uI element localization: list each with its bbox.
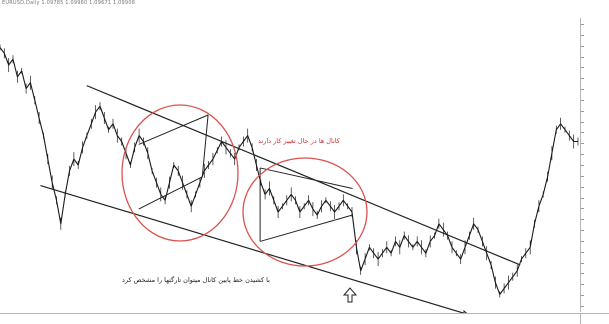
price-axis-tick-mark	[581, 111, 584, 112]
price-axis-tick-mark	[581, 89, 584, 90]
price-axis-tick-mark	[581, 24, 584, 25]
channel-1-lower-line	[138, 176, 203, 210]
price-axis-tick-mark	[581, 176, 584, 177]
annotation-upper-note: کانال ها در حال تغییر کار دارند	[258, 137, 340, 145]
price-axis-tick-mark	[581, 241, 584, 242]
price-axis-tick-mark	[581, 230, 584, 231]
chart-header-text: EURUSD,Daily 1.09785 1.09960 1.09671 1.0…	[2, 0, 136, 6]
annotation-lower-note: با کشیدن خط پایین کانال میتوان تارگتها ر…	[122, 276, 270, 284]
price-axis-tick-mark	[581, 78, 584, 79]
price-axis-tick-mark	[581, 252, 584, 253]
price-axis-tick-mark	[581, 295, 584, 296]
channel-1-highlight-ellipse	[121, 104, 239, 242]
price-axis-tick-mark	[581, 35, 584, 36]
price-axis-tick-mark	[581, 143, 584, 144]
channel-1-right-edge	[201, 114, 209, 177]
price-axis-tick-mark	[581, 67, 584, 68]
price-axis-tick-mark	[581, 273, 584, 274]
price-axis-tick-mark	[581, 219, 584, 220]
price-axis-tick-mark	[581, 306, 584, 307]
channel-2-highlight-ellipse	[242, 157, 368, 267]
channel-1-upper-line	[138, 114, 209, 145]
price-axis-tick-mark	[581, 100, 584, 101]
price-series-line	[0, 47, 578, 295]
price-axis-tick-mark	[581, 132, 584, 133]
axis-corner	[580, 313, 609, 324]
up-arrow-icon	[342, 287, 358, 303]
time-axis	[0, 313, 580, 324]
channel-2-lower-line	[259, 214, 353, 242]
price-axis-tick-mark	[581, 208, 584, 209]
price-axis	[580, 18, 609, 312]
price-axis-tick-mark	[581, 198, 584, 199]
price-axis-tick-mark	[581, 284, 584, 285]
price-axis-tick-mark	[581, 57, 584, 58]
price-axis-tick-mark	[581, 154, 584, 155]
lower-trendline	[40, 185, 499, 323]
upper-trendline	[86, 85, 521, 266]
price-axis-tick-mark	[581, 122, 584, 123]
price-axis-tick-mark	[581, 165, 584, 166]
price-axis-tick-mark	[581, 263, 584, 264]
price-axis-tick-mark	[581, 46, 584, 47]
price-axis-tick-mark	[581, 187, 584, 188]
channel-2-upper-line	[259, 167, 353, 190]
